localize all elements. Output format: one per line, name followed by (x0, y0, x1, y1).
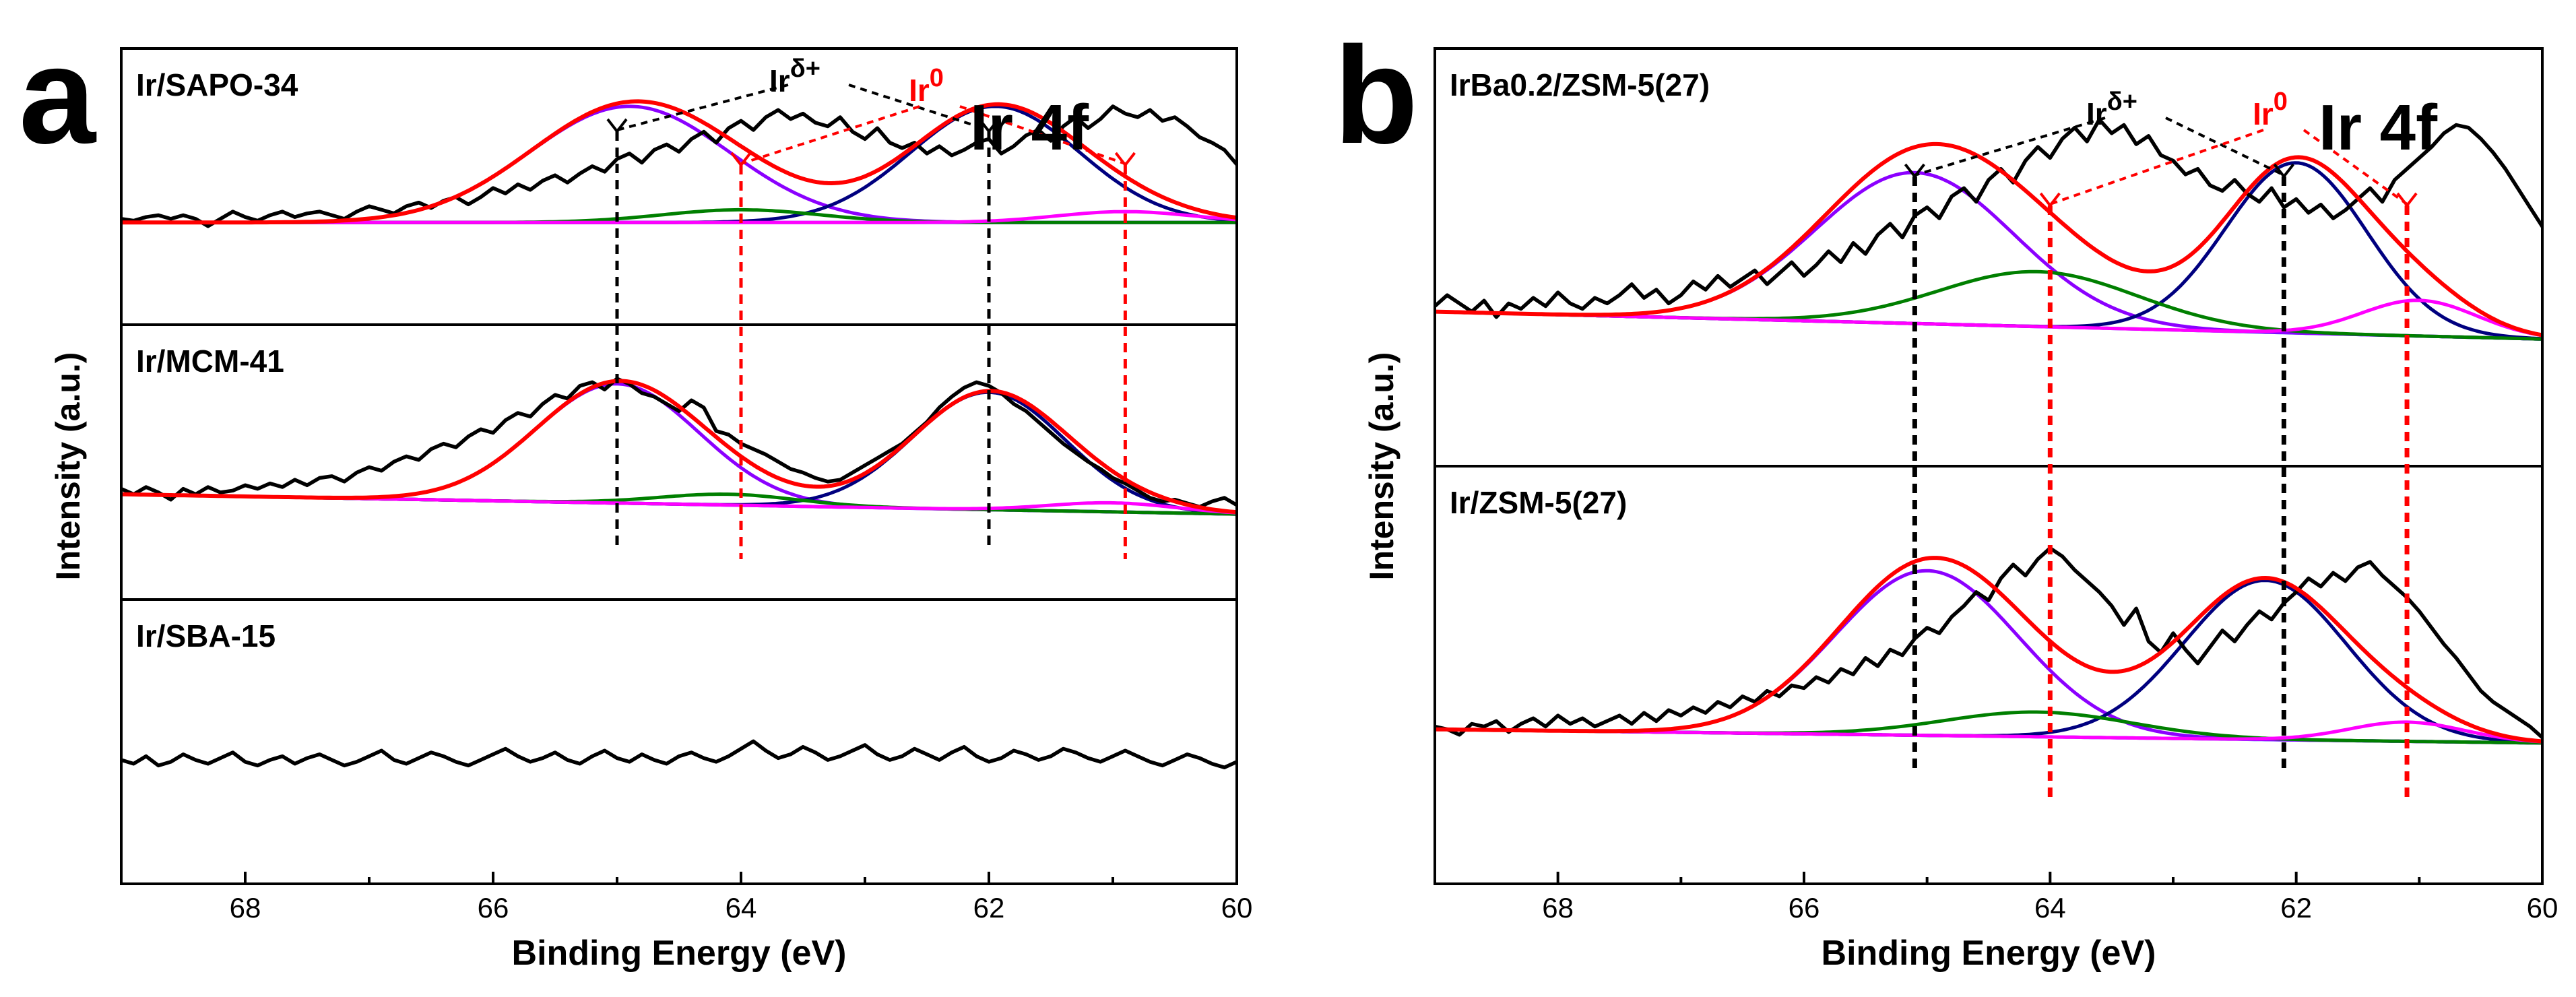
x-tick-label: 68 (230, 892, 261, 924)
fit-envelope-line (1435, 556, 2542, 744)
fit-peak-3 (1435, 298, 2542, 337)
x-tick-label: 66 (1789, 892, 1820, 924)
ir-zero-arrow (2049, 129, 2264, 205)
raw-spectrum-line (121, 377, 1237, 509)
x-tick-label: 62 (2280, 892, 2312, 924)
subplot-1: Ir/MCM-41 (120, 323, 1238, 601)
x-tick-label: 64 (2034, 892, 2066, 924)
subplot-label: Ir/SAPO-34 (136, 67, 298, 102)
ir-delta-arrowhead (978, 118, 1000, 134)
fit-envelope-line (121, 99, 1237, 225)
ir-delta-arrowhead (606, 118, 628, 134)
ir-delta-arrow (616, 84, 789, 131)
chart-panel-b: b Intensity (a.u.) Binding Energy (eV) IrBa… (1334, 18, 2558, 973)
x-tick-label: 62 (973, 892, 1005, 924)
fit-peak-2 (1435, 269, 2542, 341)
ir-delta-arrow (2165, 117, 2285, 176)
subplot-frame (120, 323, 1238, 601)
x-tick-label: 60 (2527, 892, 2558, 924)
subplot-plot-area (1435, 117, 2542, 341)
ir-zero-arrowhead (1114, 152, 1136, 168)
raw-spectrum-line (1435, 546, 2542, 740)
fit-envelope-line (1435, 141, 2542, 337)
raw-spectrum-line (121, 739, 1237, 769)
ir-zero-arrowhead (2039, 192, 2061, 208)
subplot-frame (1434, 465, 2544, 885)
subplot-0: IrBa0.2/ZSM-5(27) (1434, 47, 2544, 468)
subplot-plot-area (121, 739, 1237, 769)
ir-delta-arrowhead (1904, 163, 1925, 179)
ir-delta-label: Irδ+ (2086, 88, 2137, 131)
subplot-1: Ir/ZSM-5(27) (1434, 465, 2544, 885)
ir-zero-arrow (959, 105, 1126, 165)
subplot-label: Ir/ZSM-5(27) (1450, 485, 1627, 520)
x-tick-label: 64 (726, 892, 757, 924)
ir-zero-arrowhead (2396, 192, 2418, 208)
ir-delta-arrow (1914, 117, 2106, 176)
fit-peak-2 (1435, 710, 2542, 745)
raw-spectrum-line (1435, 117, 2542, 319)
ir-delta-arrowhead (2273, 163, 2294, 179)
subplot-plot-area (121, 99, 1237, 228)
chart-panel-a: a Intensity (a.u.) Binding Energy (eV) Ir/S… (19, 18, 1253, 973)
ir-zero-arrow (2303, 129, 2408, 205)
x-tick-label: 66 (478, 892, 509, 924)
subplot-2: Ir/SBA-15 (120, 598, 1238, 885)
panel-letter: a (19, 18, 97, 172)
x-tick-label: 68 (1542, 892, 1574, 924)
region-title: Ir 4f (2319, 92, 2438, 164)
panel-letter: b (1334, 18, 1418, 172)
x-axis-label: Binding Energy (eV) (512, 934, 847, 973)
subplot-label: IrBa0.2/ZSM-5(27) (1450, 67, 1710, 102)
subplot-frame (120, 598, 1238, 885)
y-axis-label: Intensity (a.u.) (1363, 352, 1400, 581)
subplot-0: Ir/SAPO-34 (120, 47, 1238, 326)
fit-envelope-line (121, 379, 1237, 515)
raw-spectrum-line (121, 104, 1237, 228)
subplot-plot-area (121, 377, 1237, 516)
subplot-label: Ir/SBA-15 (136, 618, 276, 653)
fit-peak-1 (1435, 161, 2542, 341)
ir-zero-arrowhead (730, 152, 752, 168)
ir-zero-label: Ir0 (2253, 88, 2288, 131)
x-tick-label: 60 (1221, 892, 1253, 924)
y-axis-label: Intensity (a.u.) (49, 352, 87, 581)
region-title: Ir 4f (970, 92, 1089, 164)
subplot-label: Ir/MCM-41 (136, 344, 284, 379)
subplot-plot-area (1435, 546, 2542, 745)
ir-delta-label: Irδ+ (769, 55, 820, 98)
ir-zero-label: Ir0 (909, 64, 944, 108)
x-axis-label: Binding Energy (eV) (1822, 934, 2156, 973)
